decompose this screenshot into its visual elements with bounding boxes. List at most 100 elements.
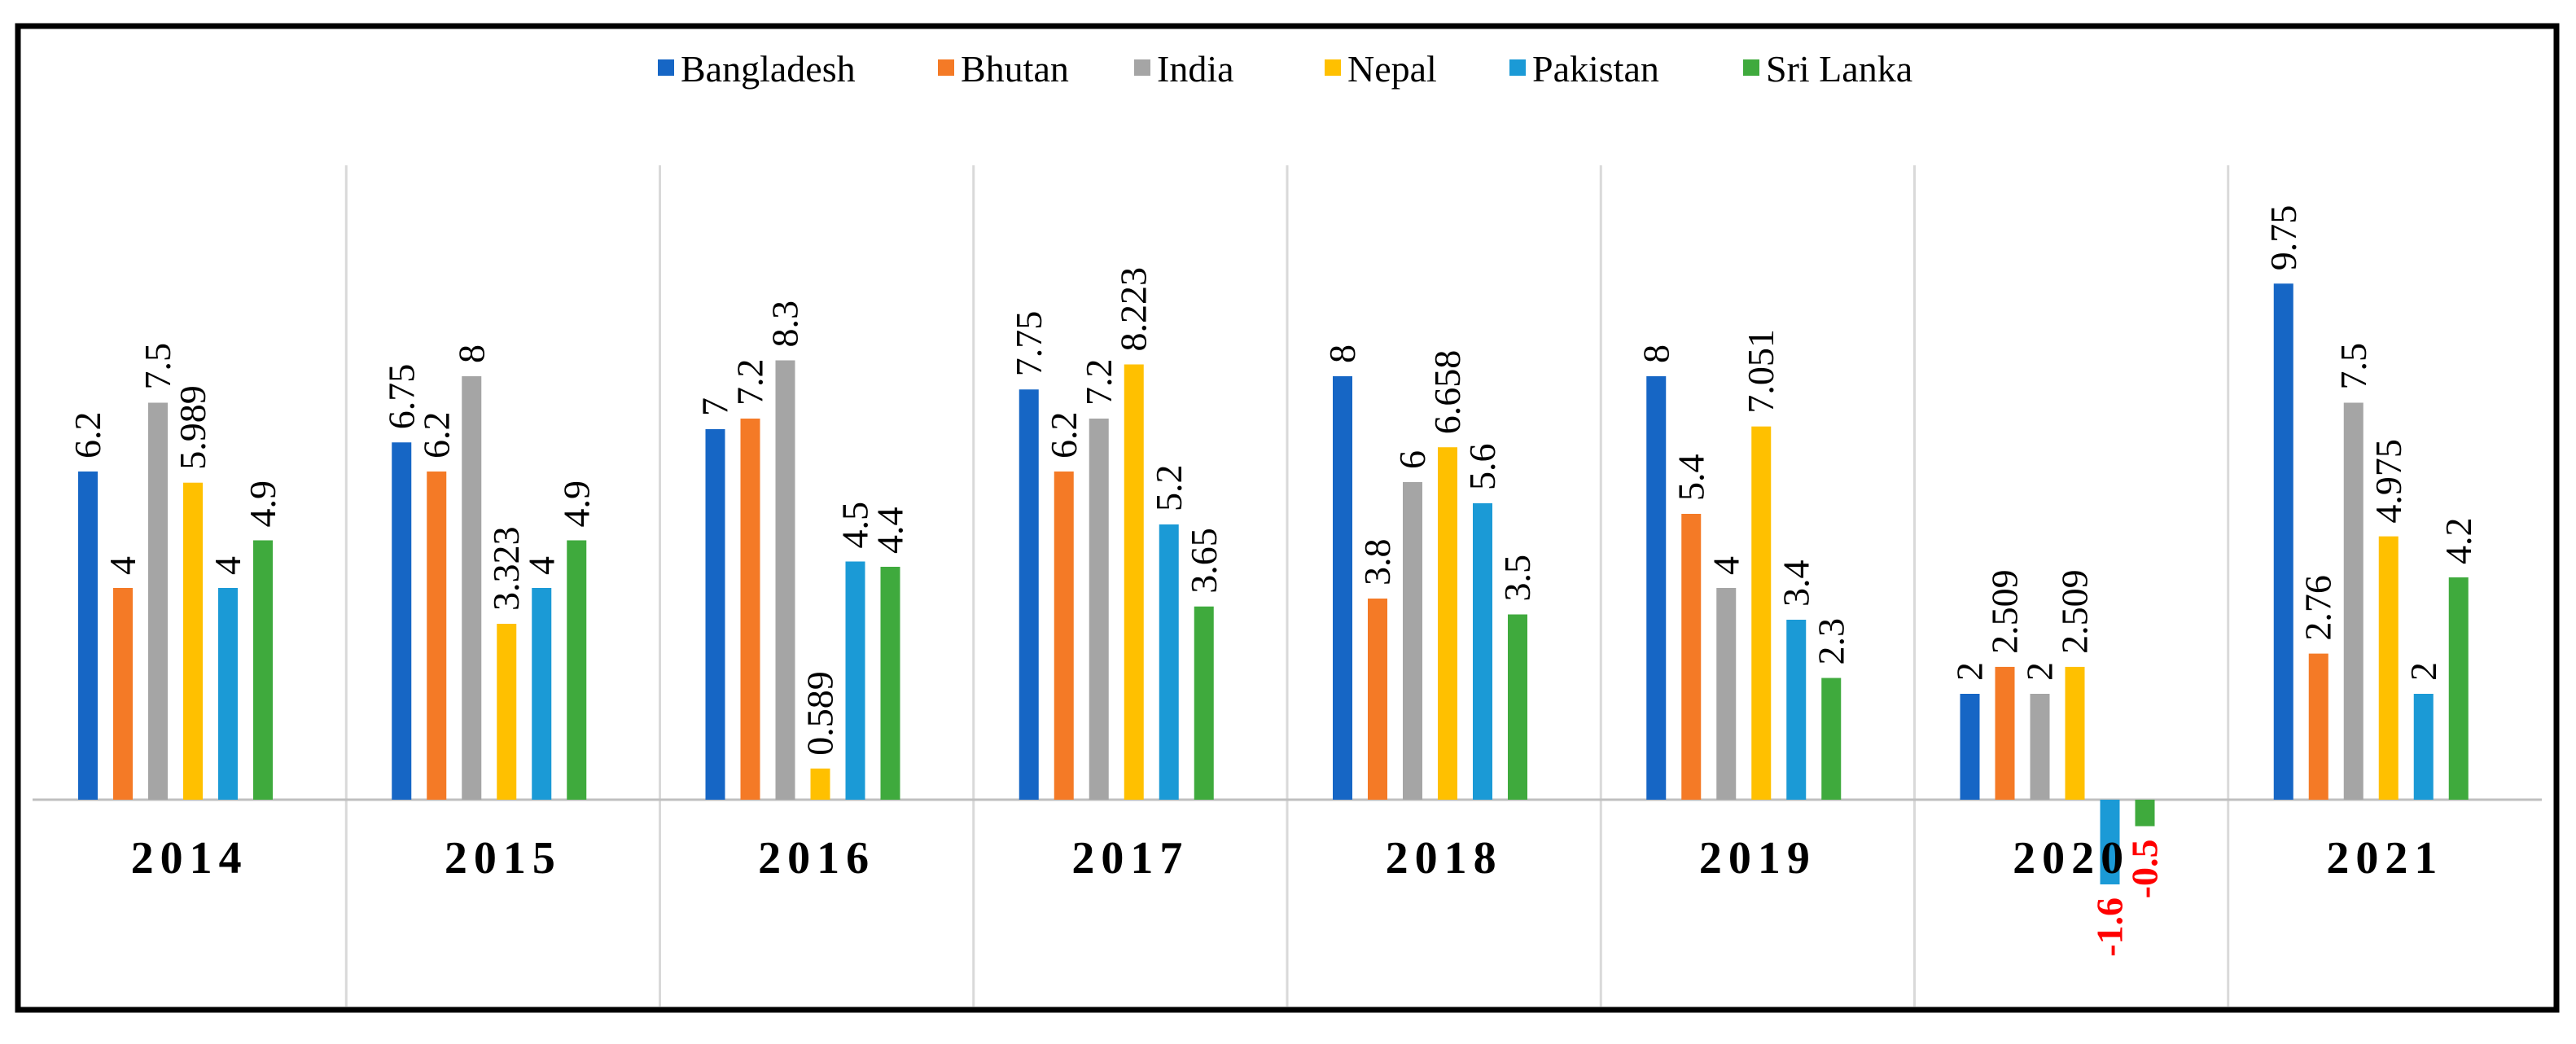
bar-nepal-2016 [810, 768, 830, 800]
data-label-sri-lanka-2016: 4.4 [870, 507, 911, 555]
data-label-bangladesh-2019: 8 [1635, 344, 1676, 363]
legend-swatch-nepal [1325, 59, 1341, 76]
bar-pakistan-2016 [845, 561, 865, 800]
category-labels: 2014 2015 2016 2017 2018 2019 2020 2021 [131, 833, 2443, 884]
data-label-india-2015: 8 [450, 344, 492, 363]
data-label-bhutan-2017: 6.2 [1043, 412, 1084, 459]
data-label-india-2019: 4 [1705, 556, 1746, 575]
bar-india-2018 [1403, 482, 1422, 800]
bar-india-2017 [1089, 419, 1109, 800]
bar-nepal-2015 [497, 624, 517, 800]
data-label-nepal-2019: 7.051 [1740, 329, 1781, 414]
bar-india-2019 [1716, 588, 1737, 800]
bar-nepal-2019 [1751, 426, 1772, 800]
category-label-2015: 2015 [445, 833, 562, 884]
bar-pakistan-2017 [1159, 524, 1179, 800]
data-label-sri-lanka-2021: 4.2 [2438, 518, 2479, 565]
data-label-sri-lanka-2019: 2.3 [1810, 618, 1851, 665]
bar-bangladesh-2018 [1333, 376, 1352, 800]
legend-label-sri-lanka: Sri Lanka [1766, 48, 1912, 90]
data-label-bangladesh-2014: 6.2 [67, 412, 108, 459]
data-label-bangladesh-2021: 9.75 [2263, 205, 2304, 271]
bar-bhutan-2018 [1368, 599, 1387, 800]
data-label-bhutan-2018: 3.8 [1356, 539, 1398, 586]
data-label-sri-lanka-2014: 4.9 [242, 480, 283, 528]
bar-bhutan-2021 [2308, 653, 2328, 800]
bar-pakistan-2018 [1473, 503, 1492, 800]
bar-pakistan-2020 [2100, 800, 2120, 884]
data-label-pakistan-2016: 4.5 [835, 502, 876, 549]
bar-sri-lanka-2016 [880, 567, 900, 800]
data-label-india-2017: 7.2 [1078, 359, 1119, 406]
bar-bhutan-2019 [1681, 514, 1702, 800]
legend-label-nepal: Nepal [1347, 48, 1437, 90]
legend-label-bhutan: Bhutan [961, 48, 1069, 90]
data-label-india-2018: 6 [1391, 450, 1433, 469]
data-label-nepal-2017: 8.223 [1113, 267, 1154, 352]
data-label-sri-lanka-2018: 3.5 [1496, 555, 1538, 602]
category-label-2020: 2020 [2013, 833, 2130, 884]
data-label-nepal-2015: 3.323 [485, 527, 527, 612]
data-label-pakistan-2021: 2 [2403, 662, 2444, 681]
bar-bangladesh-2014 [78, 472, 98, 800]
bar-sri-lanka-2019 [1821, 678, 1842, 800]
data-labels: 6.247.55.98944.96.756.283.32344.977.28.3… [67, 205, 2479, 957]
bar-sri-lanka-2017 [1194, 606, 1214, 800]
legend-swatch-bangladesh [658, 59, 674, 76]
data-label-bhutan-2014: 4 [102, 556, 143, 575]
bar-nepal-2014 [183, 482, 203, 800]
legend-swatch-sri-lanka [1743, 59, 1759, 76]
bar-india-2020 [2030, 694, 2050, 800]
category-label-2019: 2019 [1699, 833, 1816, 884]
bar-pakistan-2014 [218, 588, 238, 800]
bar-pakistan-2015 [532, 588, 552, 800]
category-label-2017: 2017 [1071, 833, 1189, 884]
bar-nepal-2018 [1438, 447, 1457, 800]
data-label-bangladesh-2017: 7.75 [1008, 311, 1049, 377]
bar-sri-lanka-2014 [253, 540, 273, 800]
data-label-india-2021: 7.5 [2333, 343, 2374, 390]
bar-nepal-2021 [2378, 536, 2399, 800]
bar-sri-lanka-2015 [567, 540, 587, 800]
data-label-bhutan-2021: 2.76 [2298, 575, 2339, 641]
bar-bhutan-2020 [1995, 666, 2015, 800]
bar-nepal-2020 [2065, 666, 2085, 800]
data-label-bhutan-2019: 5.4 [1670, 454, 1711, 502]
bar-bangladesh-2020 [1960, 694, 1980, 800]
data-label-india-2014: 7.5 [137, 343, 178, 390]
bar-bangladesh-2016 [705, 429, 725, 800]
data-label-bangladesh-2015: 6.75 [380, 364, 422, 430]
legend-label-india: India [1157, 48, 1234, 90]
bar-india-2021 [2343, 402, 2364, 800]
bar-bangladesh-2021 [2273, 283, 2293, 800]
data-label-bangladesh-2018: 8 [1321, 344, 1363, 363]
legend-swatch-pakistan [1509, 59, 1526, 76]
bar-sri-lanka-2018 [1508, 614, 1527, 800]
data-label-india-2020: 2 [2019, 662, 2061, 681]
bar-bhutan-2015 [427, 472, 447, 800]
data-label-nepal-2021: 4.975 [2368, 439, 2409, 524]
legend-swatch-india [1134, 59, 1150, 76]
bar-nepal-2017 [1124, 364, 1144, 800]
category-dividers [344, 165, 2230, 1007]
data-label-sri-lanka-2020: -0.5 [2124, 840, 2166, 899]
data-label-sri-lanka-2017: 3.65 [1183, 528, 1224, 594]
data-label-bhutan-2016: 7.2 [729, 359, 771, 406]
data-label-nepal-2014: 5.989 [172, 385, 213, 470]
legend-swatch-bhutan [938, 59, 954, 76]
category-label-2014: 2014 [131, 833, 248, 884]
bar-pakistan-2019 [1786, 620, 1807, 800]
data-label-nepal-2020: 2.509 [2054, 569, 2096, 654]
data-label-pakistan-2018: 5.6 [1461, 444, 1503, 491]
data-label-india-2016: 8.3 [764, 300, 806, 348]
bar-sri-lanka-2021 [2448, 577, 2469, 800]
bar-bangladesh-2017 [1019, 389, 1039, 800]
bar-india-2015 [462, 376, 482, 800]
category-label-2021: 2021 [2326, 833, 2443, 884]
bar-bangladesh-2019 [1646, 376, 1667, 800]
bars [78, 283, 2469, 884]
bar-bhutan-2016 [740, 419, 760, 800]
category-label-2016: 2016 [758, 833, 875, 884]
